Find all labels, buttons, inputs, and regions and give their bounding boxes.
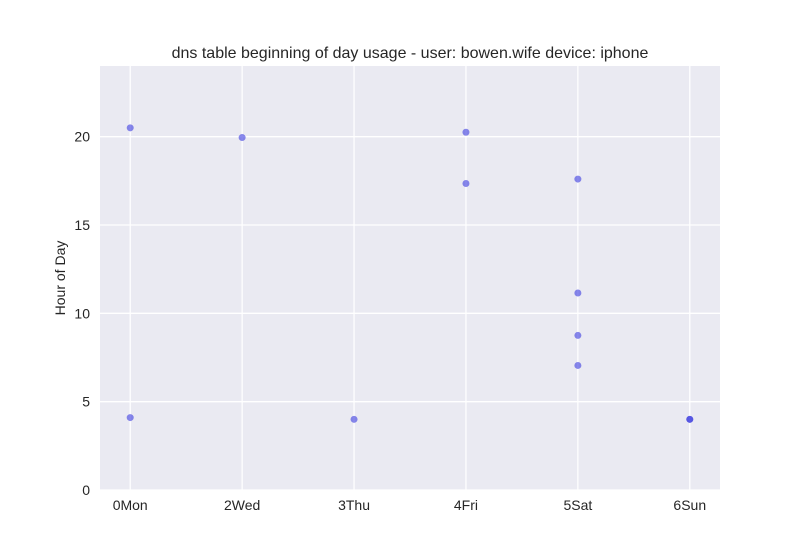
y-tick-label: 0 bbox=[82, 482, 90, 498]
y-tick-labels: 0 5 10 15 20 bbox=[74, 129, 90, 498]
y-tick-label: 10 bbox=[74, 305, 90, 321]
y-axis-label: Hour of Day bbox=[52, 241, 68, 316]
plot-area bbox=[100, 66, 720, 490]
x-tick-label: 6Sun bbox=[673, 497, 706, 513]
data-point bbox=[350, 415, 358, 423]
data-point bbox=[126, 414, 134, 422]
data-points bbox=[126, 124, 694, 423]
y-tick-label: 5 bbox=[82, 394, 90, 410]
y-tick-label: 20 bbox=[74, 129, 90, 145]
data-point bbox=[686, 415, 694, 423]
data-point bbox=[462, 179, 470, 187]
data-point bbox=[574, 331, 582, 339]
data-point bbox=[574, 289, 582, 297]
chart-title: dns table beginning of day usage - user:… bbox=[172, 45, 649, 62]
y-tick-label: 15 bbox=[74, 217, 90, 233]
data-point bbox=[238, 134, 246, 142]
x-tick-labels: 0Mon 2Wed 3Thu 4Fri 5Sat 6Sun bbox=[113, 497, 706, 513]
data-point bbox=[126, 124, 134, 132]
data-point bbox=[574, 361, 582, 369]
x-tick-label: 2Wed bbox=[224, 497, 260, 513]
x-tick-label: 3Thu bbox=[338, 497, 370, 513]
x-tick-label: 0Mon bbox=[113, 497, 148, 513]
x-tick-label: 4Fri bbox=[454, 497, 478, 513]
data-point bbox=[462, 128, 470, 136]
x-tick-label: 5Sat bbox=[563, 497, 592, 513]
data-point bbox=[574, 175, 582, 183]
